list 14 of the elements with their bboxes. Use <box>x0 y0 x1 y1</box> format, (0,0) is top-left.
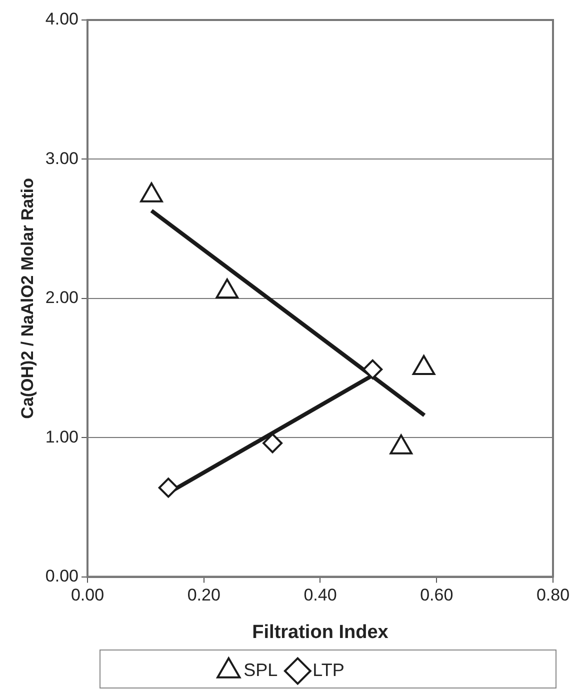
x-tick-label: 0.80 <box>536 586 570 605</box>
legend-label: LTP <box>312 660 344 680</box>
x-axis-title: Filtration Index <box>252 622 389 643</box>
legend-label: SPL <box>244 660 278 680</box>
y-axis-title: Ca(OH)2 / NaAlO2 Molar Ratio <box>18 178 37 419</box>
y-tick-label: 2.00 <box>45 288 78 308</box>
x-tick-label: 0.00 <box>70 586 104 605</box>
y-tick-label: 4.00 <box>45 10 78 29</box>
y-tick-label: 3.00 <box>45 148 78 168</box>
y-tick-label: 0.00 <box>45 566 78 586</box>
x-tick-label: 0.20 <box>187 586 220 605</box>
x-tick-label: 0.60 <box>420 586 454 605</box>
y-tick-label: 1.00 <box>45 427 78 446</box>
x-tick-label: 0.40 <box>304 586 337 605</box>
